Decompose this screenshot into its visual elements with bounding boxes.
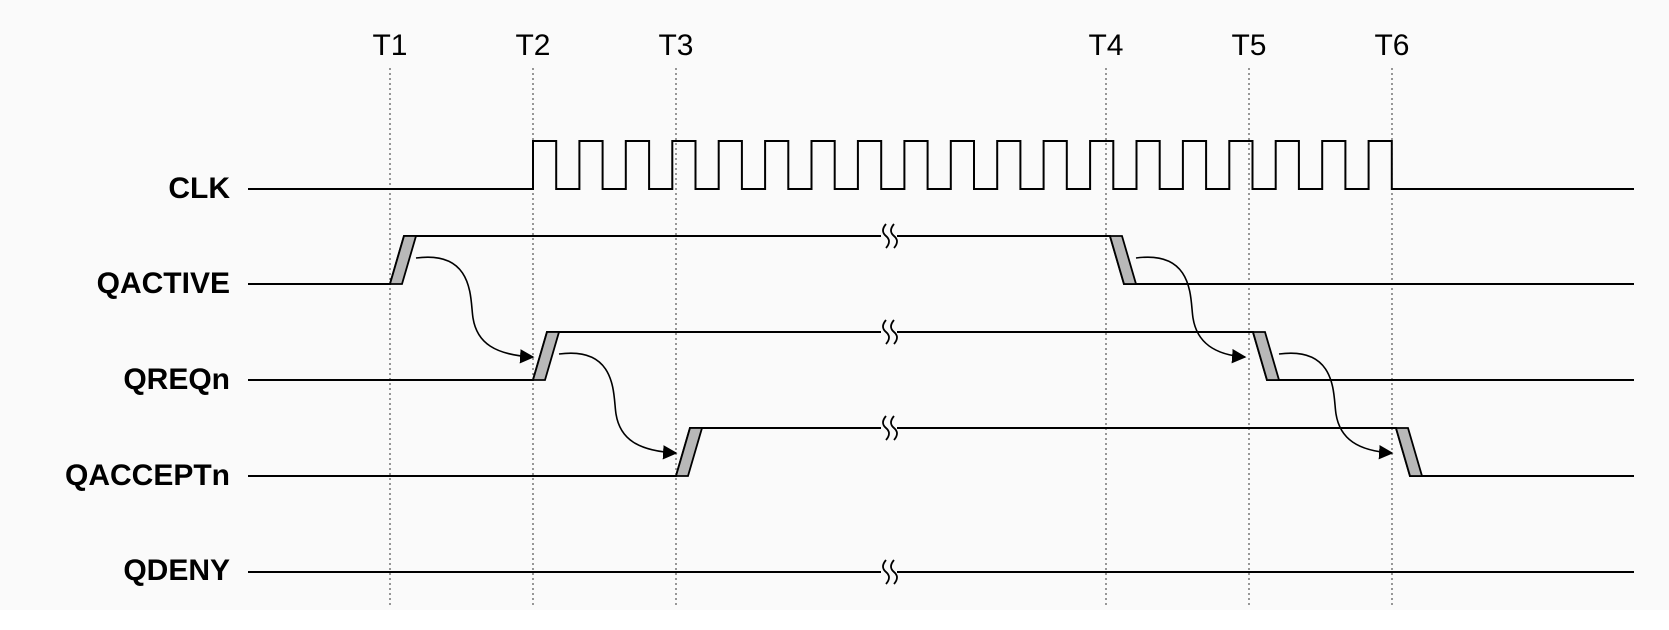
signal-label-qacceptn: QACCEPTn	[65, 459, 230, 492]
time-break-qacceptn	[881, 415, 898, 441]
time-marker-t3: T3	[658, 29, 693, 62]
qreqn-rise-edge	[531, 331, 561, 381]
qacceptn-waveform	[248, 427, 1634, 477]
causality-arrow-t4	[1135, 256, 1247, 364]
time-break-qdeny	[881, 559, 898, 585]
qactive-fall-edge	[1108, 235, 1138, 285]
time-marker-t4: T4	[1088, 29, 1123, 62]
time-marker-t2: T2	[515, 29, 550, 62]
time-marker-t5: T5	[1231, 29, 1266, 62]
clk-waveform	[248, 140, 1634, 190]
time-break-qreqn	[881, 319, 898, 345]
qreqn-waveform	[248, 331, 1634, 381]
qacceptn-rise-edge	[674, 427, 704, 477]
qreqn-fall-edge	[1251, 331, 1281, 381]
causality-arrow-t1	[415, 256, 535, 364]
time-marker-t1: T1	[372, 29, 407, 62]
diagram-background	[0, 0, 1669, 610]
signal-label-clk: CLK	[168, 172, 230, 205]
qactive-waveform	[248, 235, 1634, 285]
time-marker-t6: T6	[1374, 29, 1409, 62]
time-break-qactive	[881, 223, 898, 249]
causality-arrow-t5	[1278, 352, 1394, 460]
qactive-rise-edge	[388, 235, 418, 285]
qacceptn-fall-edge	[1394, 427, 1424, 477]
signal-label-qdeny: QDENY	[123, 554, 230, 587]
signal-label-qactive: QACTIVE	[97, 267, 230, 300]
signal-label-qreqn: QREQn	[123, 363, 230, 396]
causality-arrow-t2	[558, 352, 678, 460]
